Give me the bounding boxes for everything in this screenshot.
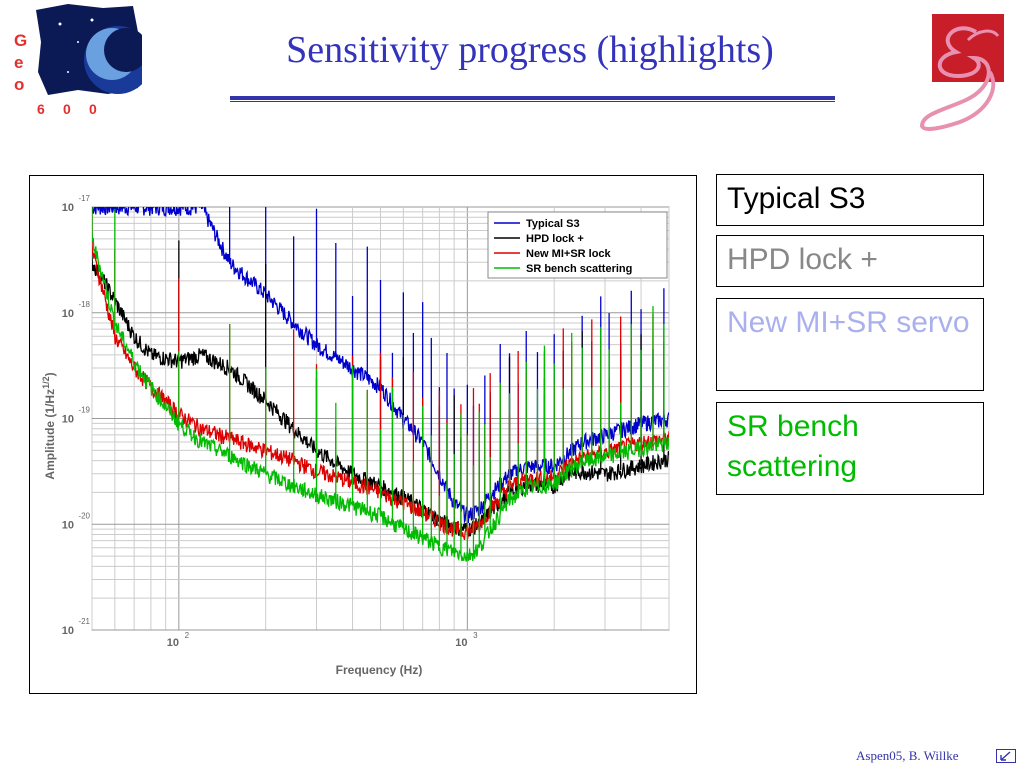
annotation-sr-bench: SR bench scattering [716, 402, 984, 495]
slide-title: Sensitivity progress (highlights) [286, 29, 774, 71]
legend-label: Typical S3 [526, 218, 580, 230]
nav-arrow-icon [996, 749, 1016, 763]
x-tick-exponent: 2 [185, 631, 190, 640]
y-tick-label: 10 [62, 625, 74, 637]
slide-nav-button[interactable] [996, 749, 1016, 763]
annotation-new-mi-sr: New MI+SR servo [716, 298, 984, 391]
y-tick-label: 10 [62, 519, 74, 531]
annotation-hpd-lock-text: HPD lock + [727, 243, 878, 276]
annotation-new-mi-sr-text: New MI+SR servo [727, 306, 970, 339]
logo-digit-6: 6 [37, 101, 45, 117]
y-tick-label: 10 [62, 308, 74, 320]
logo-letter-g: G [14, 31, 27, 50]
y-tick-label: 10 [62, 202, 74, 214]
sensitivity-chart: 10 2 10 3 10 -17 10 -18 10 -19 10 -20 10 -21 Typical … [29, 175, 697, 694]
x-tick-label: 10 [455, 637, 467, 649]
legend-label: New MI+SR lock [526, 248, 612, 260]
footer-credit: Aspen05, B. Willke [856, 748, 959, 763]
x-axis-label: Frequency (Hz) [336, 663, 423, 677]
annotation-typical-s3: Typical S3 [716, 174, 984, 226]
y-tick-exponent: -20 [78, 511, 90, 520]
legend-label: HPD lock + [526, 233, 584, 245]
annotation-hpd-lock: HPD lock + [716, 235, 984, 287]
logo-letter-o: o [14, 75, 24, 94]
geo600-logo: G e o 6 0 0 [8, 2, 152, 120]
chart-ticks: 10 2 10 3 10 -17 10 -18 10 -19 10 -20 10 -21 [62, 194, 478, 649]
series-3 [92, 207, 669, 562]
y-tick-exponent: -17 [78, 194, 90, 203]
y-tick-exponent: -18 [78, 300, 90, 309]
chart-legend: Typical S3 HPD lock + New MI+SR lock SR ben… [487, 211, 668, 279]
logo-digit-0a: 0 [63, 101, 71, 117]
institute-logo [916, 14, 1008, 132]
title-underline [230, 96, 835, 102]
y-tick-exponent: -19 [78, 406, 90, 415]
svg-text:Amplitude (1/Hz1/2): Amplitude (1/Hz1/2) [41, 372, 57, 479]
annotation-typical-s3-text: Typical S3 [727, 182, 866, 215]
legend-label: SR bench scattering [526, 263, 632, 275]
logo-digit-0b: 0 [89, 101, 97, 117]
chart-svg: 10 2 10 3 10 -17 10 -18 10 -19 10 -20 10 -21 Typical … [41, 194, 670, 677]
logo-letter-e: e [14, 53, 23, 72]
x-tick-label: 10 [167, 637, 179, 649]
annotation-sr-bench-text: SR bench scattering [727, 410, 859, 483]
x-tick-exponent: 3 [473, 631, 478, 640]
y-axis-label: Amplitude (1/Hz1/2) [41, 372, 57, 479]
chart-series [92, 207, 669, 562]
y-tick-exponent: -21 [78, 617, 90, 626]
y-tick-label: 10 [62, 414, 74, 426]
